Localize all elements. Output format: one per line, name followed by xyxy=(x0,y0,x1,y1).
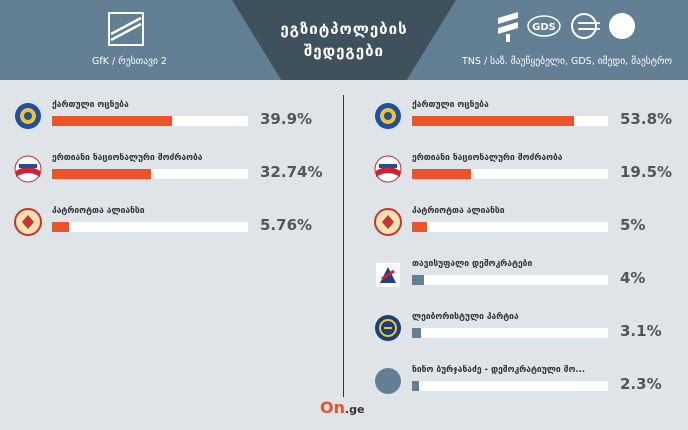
result-row: ერთიანი ნაციონალური მოძრაობა 32.74% xyxy=(14,151,334,187)
party-name: ერთიანი ნაციონალური მოძრაობა xyxy=(52,153,203,163)
georgian-dream-icon xyxy=(375,103,401,129)
column-divider xyxy=(343,95,344,397)
title-line-2: შედეგები xyxy=(303,42,384,60)
bar-track xyxy=(412,116,608,126)
unm-icon xyxy=(14,155,42,183)
result-row: ქართული ოცნება 53.8% xyxy=(374,98,688,134)
bar-fill xyxy=(52,222,69,232)
bar-fill xyxy=(412,169,471,179)
page-title: ეგზიტპოლების შედეგები xyxy=(232,18,456,62)
patriots-icon xyxy=(374,208,402,236)
rustavi2-logo-icon xyxy=(108,12,144,46)
on-ge-logo: On.ge xyxy=(320,398,365,417)
gds-logo-icon: GDS xyxy=(527,15,561,37)
patriots-icon xyxy=(14,208,42,236)
free-democrats-icon xyxy=(376,263,400,287)
bar-fill xyxy=(52,169,151,179)
footer-brand-suffix: .ge xyxy=(345,403,365,416)
bar-track xyxy=(52,222,248,232)
percentage-value: 3.1% xyxy=(620,322,662,340)
percentage-value: 2.3% xyxy=(620,375,662,393)
maestro-logo-icon xyxy=(609,13,635,39)
percentage-value: 39.9% xyxy=(260,110,313,128)
public-broadcaster-logo-icon xyxy=(498,12,518,42)
right-source-label: TNS / საზ. მაუწყებელი, GDS, იმედი, მაესტ… xyxy=(462,56,672,67)
party-name: ქართული ოცნება xyxy=(52,100,129,110)
percentage-value: 53.8% xyxy=(620,110,673,128)
percentage-value: 5.76% xyxy=(260,216,313,234)
bar-track xyxy=(52,169,248,179)
bar-fill xyxy=(412,222,427,232)
bar-fill xyxy=(412,328,421,338)
percentage-value: 5% xyxy=(620,216,646,234)
party-name: ქართული ოცნება xyxy=(412,100,489,110)
bar-track xyxy=(412,381,608,391)
svg-text:GDS: GDS xyxy=(532,22,556,33)
burjanadze-icon xyxy=(375,368,401,394)
party-name: ნინო ბურჯანაძე - დემოკრატიული მო... xyxy=(412,365,586,375)
bar-track xyxy=(412,169,608,179)
title-line-1: ეგზიტპოლების xyxy=(280,20,408,38)
party-name: თავისუფალი დემოკრატები xyxy=(412,259,533,269)
bar-track xyxy=(52,116,248,126)
party-name: პატრიოტთა ალიანსი xyxy=(412,206,505,216)
percentage-value: 32.74% xyxy=(260,163,323,181)
result-row: პატრიოტთა ალიანსი 5.76% xyxy=(14,204,334,240)
bar-fill xyxy=(52,116,172,126)
georgian-dream-icon xyxy=(15,103,41,129)
bar-track xyxy=(412,222,608,232)
percentage-value: 4% xyxy=(620,269,646,287)
result-row: პატრიოტთა ალიანსი 5% xyxy=(374,204,688,240)
result-row: ნინო ბურჯანაძე - დემოკრატიული მო... 2.3% xyxy=(374,363,688,399)
bar-fill xyxy=(412,116,574,126)
result-row: ერთიანი ნაციონალური მოძრაობა 19.5% xyxy=(374,151,688,187)
imedi-logo-icon xyxy=(571,13,600,39)
bar-fill xyxy=(412,381,419,391)
percentage-value: 19.5% xyxy=(620,163,673,181)
party-name: ლეიბორისტული პარტია xyxy=(412,312,519,322)
footer-brand: On xyxy=(320,398,345,417)
bar-track xyxy=(412,328,608,338)
unm-icon xyxy=(374,155,402,183)
left-source-label: GfK / რუსთავი 2 xyxy=(92,56,167,67)
result-row: ლეიბორისტული პარტია 3.1% xyxy=(374,310,688,346)
result-row: თავისუფალი დემოკრატები 4% xyxy=(374,257,688,293)
party-name: ერთიანი ნაციონალური მოძრაობა xyxy=(412,153,563,163)
party-name: პატრიოტთა ალიანსი xyxy=(52,206,145,216)
bar-fill xyxy=(412,275,424,285)
labour-icon xyxy=(375,315,401,341)
bar-track xyxy=(412,275,608,285)
result-row: ქართული ოცნება 39.9% xyxy=(14,98,334,134)
